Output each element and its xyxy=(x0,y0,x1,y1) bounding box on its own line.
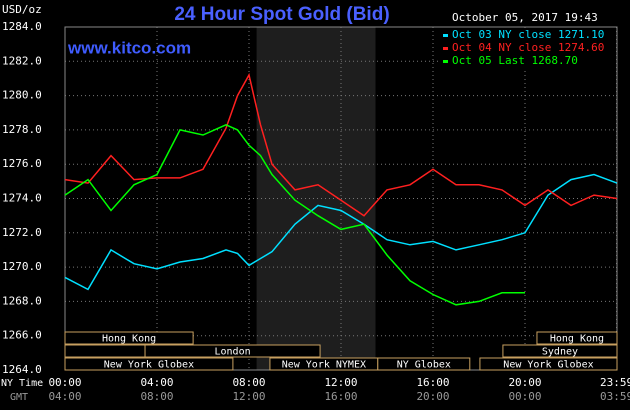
session-label: New York Globex xyxy=(104,360,194,371)
x2-tick-label: 16:00 xyxy=(324,390,357,403)
x-tick-label: 20:00 xyxy=(508,376,541,389)
y-tick-label: 1270.0 xyxy=(2,260,42,273)
x2-tick-label: 20:00 xyxy=(416,390,449,403)
y-tick-label: 1276.0 xyxy=(2,157,42,170)
x-tick-label: 08:00 xyxy=(232,376,265,389)
session-box xyxy=(64,331,194,345)
y-tick-label: 1274.0 xyxy=(2,192,42,205)
session-box xyxy=(377,357,471,371)
x2-axis-label: GMT xyxy=(10,392,28,403)
x-axis-label: NY Time xyxy=(1,378,43,389)
session-label: NY Globex xyxy=(397,360,451,371)
shaded-region xyxy=(256,27,376,370)
x2-tick-label: 08:00 xyxy=(140,390,173,403)
legend-swatch xyxy=(443,47,448,50)
legend-label: Oct 04 NY close 1274.60 xyxy=(452,41,604,54)
x-tick-label: 12:00 xyxy=(324,376,357,389)
session-label: London xyxy=(214,347,250,358)
session-label: Hong Kong xyxy=(102,334,156,345)
session-box xyxy=(479,357,618,371)
x-tick-label: 04:00 xyxy=(140,376,173,389)
y-tick-label: 1264.0 xyxy=(2,363,42,376)
legend-label: Oct 03 NY close 1271.10 xyxy=(452,28,604,41)
y-tick-label: 1284.0 xyxy=(2,20,42,33)
session-label: Hong Kong xyxy=(550,334,604,345)
series-line xyxy=(64,123,525,306)
legend-swatch xyxy=(443,60,448,63)
x-tick-label: 23:59 xyxy=(600,376,630,389)
y-tick-label: 1266.0 xyxy=(2,329,42,342)
x-tick-label: 00:00 xyxy=(48,376,81,389)
legend-swatch xyxy=(443,34,448,37)
chart-title: 24 Hour Spot Gold (Bid) xyxy=(174,4,389,25)
series-line xyxy=(64,72,618,217)
y-tick-label: 1268.0 xyxy=(2,294,42,307)
session-label: New York NYMEX xyxy=(282,360,366,371)
x-tick-label: 16:00 xyxy=(416,376,449,389)
session-box xyxy=(144,344,321,358)
x2-tick-label: 04:00 xyxy=(48,390,81,403)
series-line xyxy=(64,173,618,291)
watermark: www.kitco.com xyxy=(67,38,191,57)
session-box xyxy=(536,331,618,345)
session-label: Sydney xyxy=(542,347,578,358)
session-box xyxy=(64,344,146,358)
y-tick-label: 1278.0 xyxy=(2,123,42,136)
timestamp: October 05, 2017 19:43 xyxy=(452,11,598,24)
y-tick-label: 1282.0 xyxy=(2,54,42,67)
legend-label: Oct 05 Last 1268.70 xyxy=(452,54,578,67)
session-box xyxy=(502,344,618,358)
x2-tick-label: 00:00 xyxy=(508,390,541,403)
y-axis-label: USD/oz xyxy=(2,3,42,16)
session-label: New York Globex xyxy=(503,360,593,371)
x2-tick-label: 03:59 xyxy=(600,390,630,403)
y-tick-label: 1272.0 xyxy=(2,226,42,239)
session-box xyxy=(64,357,234,371)
x2-tick-label: 12:00 xyxy=(232,390,265,403)
y-tick-label: 1280.0 xyxy=(2,89,42,102)
legend-box xyxy=(440,28,616,68)
